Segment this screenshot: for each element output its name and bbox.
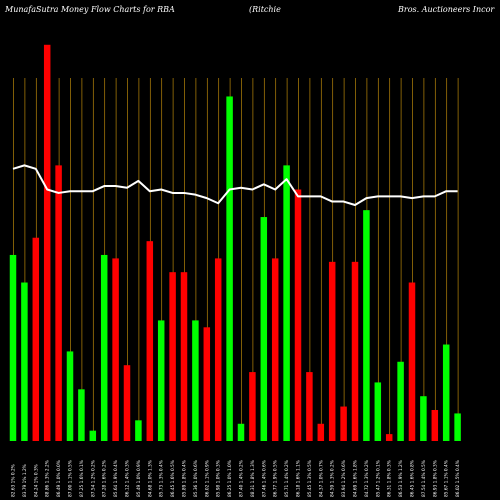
x-tick-label: 87.28 1.6% 0.2% [102, 460, 108, 497]
money-flow-bar [78, 389, 85, 441]
x-tick-label: 85.67 1.1% 0.4% [444, 460, 450, 497]
money-flow-bar [135, 420, 142, 441]
price-line-group [12, 164, 458, 206]
money-flow-bar [9, 254, 17, 441]
money-flow-bar [100, 254, 108, 441]
money-flow-bar [214, 258, 222, 441]
money-flow-bar [249, 372, 256, 441]
money-flow-bar [328, 261, 336, 441]
money-flow-bar [157, 320, 165, 441]
money-flow-bar [271, 258, 279, 441]
x-tick-label: 86.25 1.0% 1.0% [227, 460, 233, 497]
money-flow-bar [442, 344, 450, 441]
money-flow-bar [431, 409, 439, 441]
x-tick-label: 86.02 1.1% 0.9% [204, 460, 210, 497]
x-tick-label: 87.54 1.4% 0.5% [421, 460, 427, 497]
x-tick-label: 85.36 1.0% 0.6% [193, 460, 199, 497]
x-tick-label: 85.71 1.4% 0.2% [284, 460, 290, 497]
x-tick-label: 82.63 1% 0.2% [11, 464, 17, 497]
money-flow-bar [226, 96, 233, 441]
money-flow-bar [237, 423, 245, 441]
x-tick-label: 87.46 1.4% 0.6% [261, 460, 267, 497]
x-tick-label: 87.54 1.2% 0.2% [90, 460, 96, 497]
x-tick-label: 84.37 1.0% 0.7% [318, 460, 324, 497]
x-tick-label: 86.77 1.9% 0.5% [273, 460, 279, 497]
x-tick-label: 85.49 1.0% 0.9% [136, 460, 142, 497]
chart-title-company: (Ritchie [249, 5, 281, 14]
x-tick-label: 88.31 1.8% 1.3% [250, 460, 256, 497]
money-flow-bar [317, 423, 325, 441]
money-flow-bars [9, 44, 461, 441]
money-flow-bar [180, 272, 188, 441]
chart-title: MunafaSutra Money Flow Charts for RBA [4, 5, 175, 14]
money-flow-bar [192, 320, 199, 441]
money-flow-bar [283, 165, 290, 441]
x-tick-label: 86.45 1.6% 0.5% [170, 460, 176, 497]
money-flow-bar [21, 282, 28, 441]
x-tick-label: 85.45 1.3% 0.5% [307, 460, 313, 497]
money-flow-bar [146, 241, 154, 441]
x-tick-label: 85.73 1.3% 0.4% [159, 460, 165, 497]
money-flow-bar [169, 272, 176, 441]
money-flow-bar [374, 382, 382, 441]
money-flow-bar [55, 165, 62, 441]
x-tick-label: 86.93 1.8% 0.3% [432, 460, 438, 497]
money-flow-bar [385, 434, 393, 441]
x-tick-label: 87.00 1.1% 0.5% [68, 460, 74, 497]
money-flow-bar [112, 258, 119, 441]
money-flow-bar [89, 430, 97, 441]
x-tick-label: 85.64 1.9% 0.4% [113, 460, 119, 497]
x-tick-label: 86.02 1.5% 0.4% [455, 460, 461, 497]
x-tick-label: 84.68 1.0% 1.3% [147, 460, 153, 497]
money-flow-bar [203, 327, 211, 441]
x-tick-label: 88.86 1.3% 2.2% [45, 460, 51, 497]
x-tick-label: 86.12 1.4% 0.3% [125, 460, 131, 497]
money-flow-bar [420, 396, 427, 441]
x-tick-label: 86.53 1.9% 1.2% [398, 460, 404, 497]
x-tick-label: 86.31 1.8% 0.3% [387, 460, 393, 497]
x-tick-label: 86.49 1.0% 0.0% [56, 460, 62, 497]
money-flow-bar [454, 413, 461, 441]
money-flow-bar [363, 210, 370, 441]
x-tick-label: 83.94 1.2% 0.6% [341, 460, 347, 497]
x-tick-label: 84.24 1% 0.3% [33, 464, 39, 497]
x-tick-label: 87.25 1.6% 0.1% [79, 460, 85, 497]
price-line [12, 164, 458, 206]
money-flow-bar [306, 372, 313, 441]
money-flow-bar [408, 282, 416, 441]
money-flow-bar [397, 361, 404, 441]
x-tick-label: 85.47 1.2% 0.1% [375, 460, 381, 497]
money-flow-bar [66, 351, 74, 441]
money-flow-bar [294, 189, 302, 441]
x-tick-label: 86.45 1.6% 0.8% [410, 460, 416, 497]
chart-title-company-rest: Bros. Auctioneers Incor [397, 5, 495, 14]
x-tick-labels: 82.63 1% 0.2% 83.79 1% 1.2% 84.24 1% 0.3% 8… [11, 460, 462, 497]
money-flow-bar [43, 44, 51, 441]
money-flow-bar [351, 261, 359, 441]
x-tick-label: 87.40 1.4% 0.2% [239, 460, 245, 497]
money-flow-bar [123, 365, 131, 441]
money-flow-bar [32, 237, 40, 441]
money-flow-bar [260, 217, 268, 441]
x-tick-label: 84.59 1.3% 0.2% [330, 460, 336, 497]
x-tick-label: 86.18 1.6% 1.1% [296, 460, 302, 497]
x-tick-label: 85.98 1.0% 0.3% [216, 460, 222, 497]
x-tick-label: 85.89 1.8% 0.4% [182, 460, 188, 497]
x-tick-label: 84.69 1.6% 1.8% [353, 460, 359, 497]
x-tick-label: 83.79 1% 1.2% [22, 464, 28, 497]
x-tick-label: 84.72 1.3% 0.2% [364, 460, 370, 497]
money-flow-bar [340, 406, 347, 441]
